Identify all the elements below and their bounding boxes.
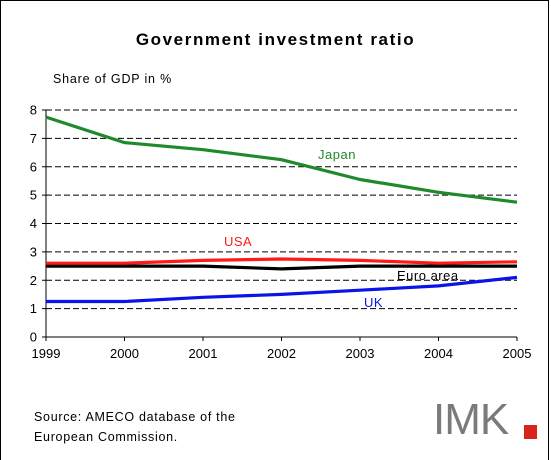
x-tick-label: 2002 — [267, 346, 296, 361]
label-layer: Japan USA Euro area UK — [224, 147, 459, 310]
logo-red-square — [524, 425, 537, 439]
y-tick-label: 4 — [30, 216, 37, 231]
axis-layer: 0 1 2 3 4 5 6 7 8 1999 2000 2001 2002 2003 2004 2005 — [30, 103, 532, 362]
x-tick-label: 2005 — [503, 346, 532, 361]
y-tick-label: 2 — [30, 273, 37, 288]
series-label-usa: USA — [224, 234, 252, 249]
y-tick-label: 0 — [30, 330, 37, 345]
y-tick-label: 1 — [30, 301, 37, 316]
y-tick-label: 6 — [30, 159, 37, 174]
x-tick-label: 1999 — [32, 346, 61, 361]
series-label-japan: Japan — [318, 147, 356, 162]
source-line-1: Source: AMECO database of the — [34, 410, 236, 424]
x-tick-label: 2000 — [110, 346, 139, 361]
x-tick-label: 2004 — [424, 346, 453, 361]
logo-text: IMK — [433, 395, 509, 444]
y-tick-label: 8 — [30, 103, 37, 118]
series-line-uk — [46, 275, 518, 304]
series-line-euro-area — [46, 264, 517, 271]
grid-layer — [46, 109, 517, 310]
series-label-euro-area: Euro area — [397, 268, 459, 283]
x-tick-label: 2001 — [189, 346, 218, 361]
series-layer — [45, 115, 518, 304]
y-tick-label: 3 — [30, 244, 37, 259]
chart-title: Government investment ratio — [135, 30, 416, 49]
series-line-usa — [46, 257, 518, 265]
imk-logo: IMK — [433, 396, 541, 444]
source-line-2: European Commission. — [34, 430, 178, 444]
source-note: Source: AMECO database of the European C… — [34, 407, 236, 447]
series-label-uk: UK — [364, 295, 383, 310]
y-tick-label: 7 — [30, 131, 37, 146]
y-tick-label: 5 — [30, 188, 37, 203]
x-tick-label: 2003 — [346, 346, 375, 361]
y-axis-label: Share of GDP in % — [53, 72, 172, 86]
series-line-japan — [45, 115, 518, 204]
